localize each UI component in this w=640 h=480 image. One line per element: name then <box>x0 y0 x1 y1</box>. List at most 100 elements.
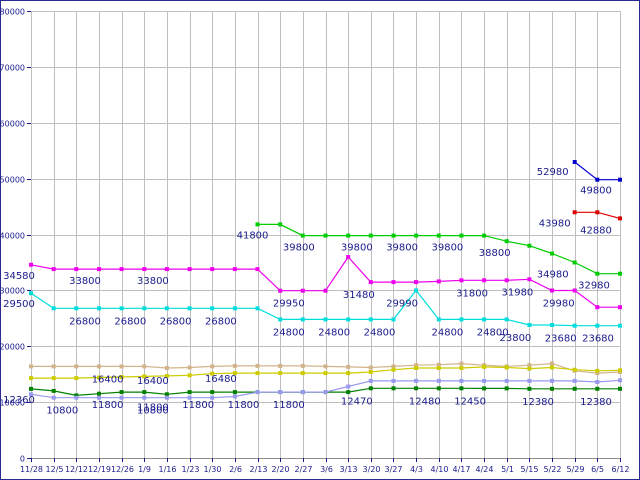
data-point-label: 23680 <box>545 334 577 345</box>
data-point-label: 26800 <box>205 316 237 327</box>
data-point-marker <box>187 373 192 378</box>
data-point-label: 31480 <box>343 290 375 301</box>
data-point-label: 52980 <box>537 167 569 178</box>
data-point-label: 10800 <box>46 406 78 417</box>
x-axis-ticks: 11/28 12/5 12/12 12/19 12/26 1/9 1/16 1/23 1/30 2… <box>20 458 629 474</box>
data-point-marker <box>550 361 554 366</box>
series-line <box>30 256 620 308</box>
data-point-marker <box>368 370 373 374</box>
data-point-marker <box>323 288 328 293</box>
data-point-marker <box>391 378 396 383</box>
data-point-label: 16400 <box>137 376 169 387</box>
data-point-marker <box>323 371 328 376</box>
data-point-marker <box>278 317 283 322</box>
data-point-marker <box>278 371 283 376</box>
data-point-marker <box>119 364 124 369</box>
data-point-label: 39800 <box>283 243 315 254</box>
data-point-marker <box>550 251 554 256</box>
data-point-marker <box>572 386 577 391</box>
data-point-label: 24800 <box>318 327 350 338</box>
data-point-label: 29990 <box>386 298 418 309</box>
data-point-marker <box>368 317 373 322</box>
data-point-marker <box>459 386 464 391</box>
data-point-marker <box>572 210 577 215</box>
data-point-marker <box>255 306 260 311</box>
x-tick-label: 2/27 <box>295 465 313 474</box>
data-point-label: 23680 <box>582 334 614 345</box>
data-point-marker <box>459 233 464 238</box>
data-point-label: 26800 <box>114 316 146 327</box>
data-point-marker <box>527 323 532 327</box>
data-point-label: 32980 <box>578 281 610 292</box>
data-point-marker <box>51 306 56 311</box>
data-point-marker <box>278 288 283 293</box>
data-point-marker <box>527 378 532 383</box>
data-point-marker <box>51 364 56 369</box>
data-point-label: 33800 <box>137 276 169 287</box>
data-point-marker <box>618 368 622 373</box>
data-point-marker <box>595 305 600 310</box>
data-point-marker <box>346 317 351 322</box>
x-tick-label: 2/13 <box>250 465 268 474</box>
data-point-marker <box>459 361 464 366</box>
data-point-marker <box>255 390 260 395</box>
data-point-marker <box>210 306 215 311</box>
data-point-marker <box>164 395 169 400</box>
data-point-marker <box>618 323 622 328</box>
data-point-marker <box>346 364 351 369</box>
data-point-marker <box>368 280 373 285</box>
data-point-label: 16400 <box>92 374 124 385</box>
data-point-label: 10800 <box>137 406 169 417</box>
y-tick-label: 20000 <box>0 343 25 352</box>
data-point-marker <box>323 317 328 322</box>
data-point-marker <box>278 363 283 368</box>
x-tick-label: 12/5 <box>46 465 64 474</box>
data-point-marker <box>74 364 79 369</box>
data-point-marker <box>504 278 509 283</box>
data-point-marker <box>119 267 124 272</box>
data-point-label: 34980 <box>537 270 569 281</box>
x-tick-label: 11/28 <box>20 465 43 474</box>
data-point-marker <box>391 386 396 391</box>
data-point-label: 39800 <box>341 243 373 254</box>
data-point-marker <box>97 375 101 380</box>
data-point-marker <box>459 278 464 283</box>
data-point-marker <box>51 395 56 400</box>
data-point-marker <box>436 386 441 391</box>
data-point-marker <box>142 374 147 379</box>
data-point-marker <box>97 364 101 369</box>
data-point-marker <box>391 367 396 372</box>
x-tick-label: 2/20 <box>272 465 290 474</box>
data-point-marker <box>346 384 351 389</box>
y-tick-label: 50000 <box>0 176 25 185</box>
data-point-marker <box>414 366 419 370</box>
data-point-marker <box>595 371 600 376</box>
data-point-marker <box>210 371 215 376</box>
y-tick-label: 0 <box>20 455 25 464</box>
data-point-marker <box>232 363 237 368</box>
x-tick-label: 6/5 <box>591 465 604 474</box>
data-point-marker <box>142 390 147 395</box>
y-tick-label: 40000 <box>0 232 25 241</box>
x-tick-label: 1/30 <box>204 465 222 474</box>
x-tick-label: 4/3 <box>410 465 423 474</box>
data-point-marker <box>164 392 169 397</box>
data-point-marker <box>618 177 622 182</box>
data-point-marker <box>482 364 487 369</box>
x-tick-label: 1/16 <box>159 465 177 474</box>
data-point-marker <box>29 376 33 381</box>
data-series-layer <box>29 160 622 400</box>
data-point-marker <box>572 260 577 265</box>
data-point-label: 24800 <box>477 327 509 338</box>
data-point-marker <box>595 271 600 276</box>
data-point-marker <box>232 371 237 376</box>
data-point-marker <box>414 378 419 383</box>
series-olive-series <box>29 364 622 381</box>
data-point-marker <box>595 210 600 215</box>
data-point-marker <box>595 368 600 373</box>
data-point-label: 11800 <box>92 400 124 411</box>
data-point-marker <box>504 386 509 391</box>
data-point-marker <box>346 371 351 376</box>
data-point-label: 29500 <box>3 299 35 310</box>
data-point-marker <box>550 323 554 327</box>
